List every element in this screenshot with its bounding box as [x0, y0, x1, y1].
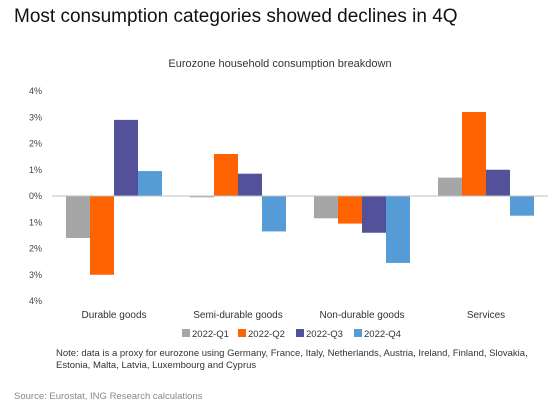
- bar-chart: 4% 3% 2% 1% 0% 1% 2% 3% 4% Durable goods Semi-dura…: [29, 86, 548, 340]
- category-label: Services: [467, 310, 505, 321]
- y-tick-label: 0%: [29, 191, 42, 201]
- bar: [138, 171, 162, 196]
- bar: [66, 196, 90, 238]
- bar: [462, 112, 486, 196]
- y-tick-label: 1%: [29, 165, 42, 175]
- category-label: Non-durable goods: [319, 310, 404, 321]
- legend-swatch: [238, 329, 246, 337]
- y-tick-label: 4%: [29, 86, 42, 96]
- source-line: Source: Eurostat, ING Research calculati…: [14, 391, 203, 402]
- bar: [190, 196, 214, 198]
- bar: [90, 196, 114, 275]
- legend-swatch: [296, 329, 304, 337]
- category-label: Durable goods: [81, 310, 146, 321]
- headline: Most consumption categories showed decli…: [14, 6, 458, 27]
- legend-label: 2022-Q2: [248, 329, 285, 340]
- bar: [338, 196, 362, 224]
- y-tick-label: 3%: [29, 112, 42, 122]
- y-tick-label: 1%: [29, 217, 42, 227]
- bar: [238, 173, 262, 196]
- legend-swatch: [182, 329, 190, 337]
- y-tick-label: 2%: [29, 139, 42, 149]
- bar: [486, 169, 510, 196]
- legend-swatch: [354, 329, 362, 337]
- bar: [362, 196, 386, 233]
- y-tick-label: 4%: [29, 296, 42, 306]
- legend-label: 2022-Q1: [192, 329, 229, 340]
- legend-label: 2022-Q4: [364, 329, 401, 340]
- bar: [386, 196, 410, 263]
- category-label: Semi-durable goods: [193, 310, 283, 321]
- bar: [114, 119, 138, 196]
- bar: [438, 177, 462, 196]
- bar: [214, 154, 238, 196]
- y-tick-label: 2%: [29, 244, 42, 254]
- bar: [510, 196, 534, 216]
- bar: [314, 196, 338, 219]
- chart-note: Note: data is a proxy for eurozone using…: [56, 348, 528, 371]
- chart-title: Eurozone household consumption breakdown: [168, 58, 392, 70]
- legend-label: 2022-Q3: [306, 329, 343, 340]
- y-tick-label: 3%: [29, 270, 42, 280]
- bar: [262, 196, 286, 232]
